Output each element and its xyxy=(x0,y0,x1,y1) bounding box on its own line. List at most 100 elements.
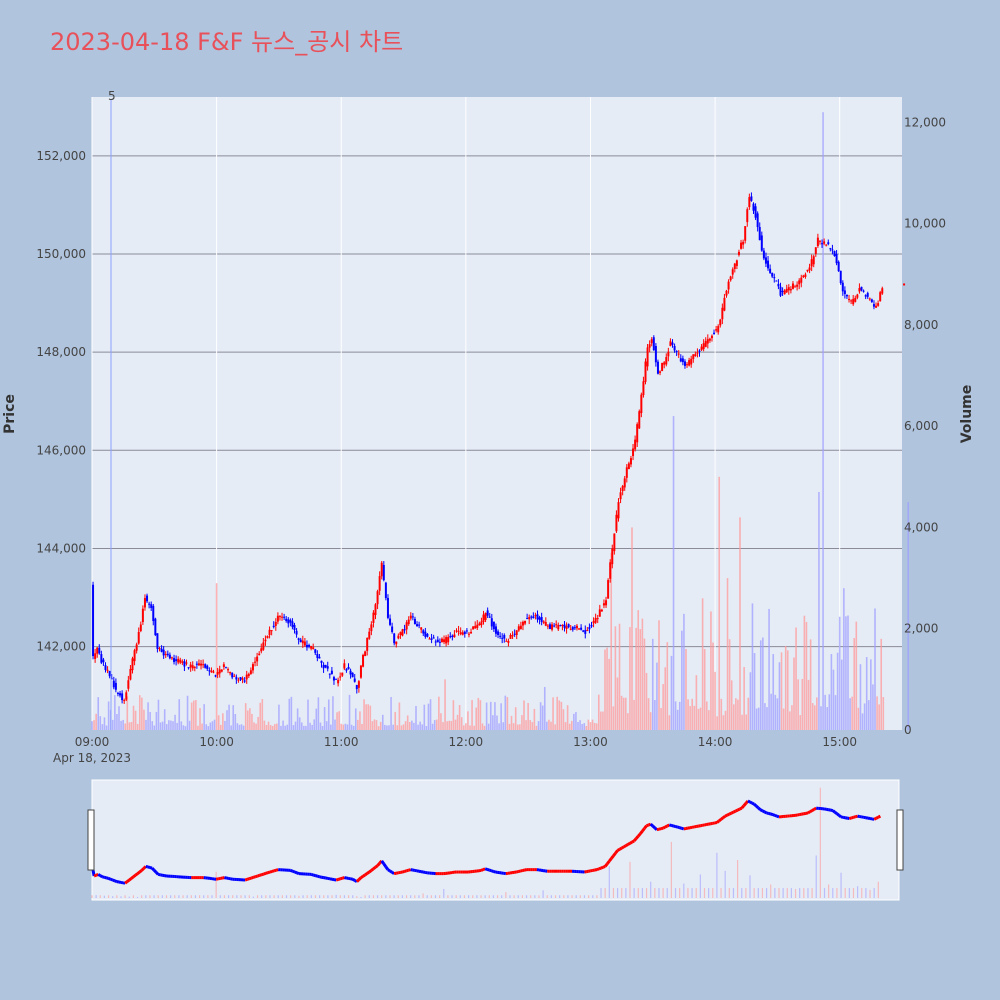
volume-bar xyxy=(587,719,590,730)
volume-bar xyxy=(730,680,733,730)
slider-volume-bar xyxy=(331,895,333,898)
candle-body xyxy=(781,290,784,292)
candle-body xyxy=(114,682,117,690)
candle-body xyxy=(260,648,263,652)
slider-volume-bar xyxy=(588,895,590,898)
volume-bar xyxy=(207,726,210,730)
volume-bar xyxy=(431,723,434,730)
slider-volume-bar xyxy=(662,888,664,898)
volume-bar xyxy=(311,724,313,730)
candle-body xyxy=(328,673,331,675)
candle-body xyxy=(459,632,462,635)
volume-bar xyxy=(847,615,849,730)
volume-bar xyxy=(720,698,723,730)
price-tick-label: 144,000 xyxy=(36,541,86,555)
volume-bar xyxy=(244,703,247,730)
volume-bar xyxy=(745,714,748,730)
volume-bar xyxy=(309,722,311,730)
slider-price-segment xyxy=(275,868,279,872)
volume-bar xyxy=(492,715,494,730)
volume-bar xyxy=(363,699,365,730)
volume-bar xyxy=(543,686,546,730)
volume-bar xyxy=(577,721,579,730)
candle-body xyxy=(796,284,799,287)
slider-volume-bar xyxy=(302,895,304,898)
range-slider[interactable] xyxy=(91,779,900,901)
volume-bar xyxy=(508,723,511,730)
volume-bar xyxy=(483,725,486,730)
candle-body xyxy=(557,624,560,630)
slider-volume-bar xyxy=(513,895,515,898)
volume-bar xyxy=(716,716,718,730)
candle-body xyxy=(362,654,365,667)
volume-bar xyxy=(141,697,143,730)
volume-bar xyxy=(211,721,214,730)
candle-body xyxy=(451,635,454,637)
volume-bar xyxy=(753,653,756,730)
volume-bar xyxy=(768,608,770,730)
slider-price-segment xyxy=(267,870,271,875)
candle-body xyxy=(266,635,269,639)
volume-bar xyxy=(595,723,598,730)
volume-bar xyxy=(722,715,725,730)
slider-price-segment xyxy=(631,839,635,844)
volume-bar xyxy=(689,706,691,730)
volume-bar xyxy=(240,724,243,730)
slider-price-segment xyxy=(776,814,780,819)
candle-body xyxy=(376,591,379,605)
volume-bar xyxy=(801,678,804,730)
plot-area[interactable] xyxy=(92,97,902,730)
volume-bar xyxy=(321,725,324,730)
slider-volume-bar xyxy=(571,895,573,898)
slider-volume-bar xyxy=(790,888,792,898)
slider-volume-bar xyxy=(430,895,432,898)
slider-volume-bar xyxy=(840,872,842,898)
slider-volume-bar xyxy=(360,896,362,898)
volume-bar xyxy=(770,693,772,730)
volume-bar xyxy=(296,708,299,730)
volume-bar xyxy=(234,713,237,730)
candle-body xyxy=(162,649,165,656)
slider-price-segment xyxy=(490,869,494,873)
volume-bar xyxy=(514,707,517,730)
candle-body xyxy=(484,612,487,620)
candle-body xyxy=(476,624,479,628)
candle-body xyxy=(816,237,819,247)
volume-bar xyxy=(564,722,567,730)
slider-volume-bar xyxy=(819,787,821,898)
volume-bar xyxy=(529,720,532,730)
range-slider-handle-left[interactable] xyxy=(87,809,95,871)
slider-volume-bar xyxy=(612,888,615,898)
candle-body xyxy=(405,622,408,630)
slider-price-segment xyxy=(95,873,99,877)
candle-body xyxy=(862,290,865,292)
volume-bar xyxy=(531,722,534,730)
candle-body xyxy=(756,213,759,228)
candle-body xyxy=(374,604,377,616)
candle-body xyxy=(382,564,385,581)
candle-body xyxy=(881,288,884,294)
x-tick-label: 13:00 xyxy=(573,735,608,749)
slider-price-segment xyxy=(774,813,778,818)
volume-bar xyxy=(500,703,502,730)
volume-bar xyxy=(450,720,453,730)
slider-volume-bar xyxy=(190,895,192,898)
slider-volume-bar xyxy=(505,892,507,898)
candle-body xyxy=(860,286,863,291)
candle-body xyxy=(511,635,514,637)
slider-volume-bar xyxy=(186,895,188,898)
candle-body xyxy=(195,663,198,665)
candle-body xyxy=(613,533,616,552)
slider-volume-bar xyxy=(232,895,234,898)
range-slider-handle-right[interactable] xyxy=(896,809,904,871)
candle-body xyxy=(758,226,761,241)
slider-volume-bar xyxy=(290,895,292,898)
candle-body xyxy=(135,644,138,651)
volume-bar xyxy=(703,648,706,730)
volume-bar xyxy=(693,705,696,730)
volume-bar xyxy=(340,723,343,730)
volume-bar xyxy=(116,714,118,730)
candle-body xyxy=(112,680,115,688)
slider-volume-bar xyxy=(794,888,797,898)
candle-body xyxy=(546,625,549,627)
